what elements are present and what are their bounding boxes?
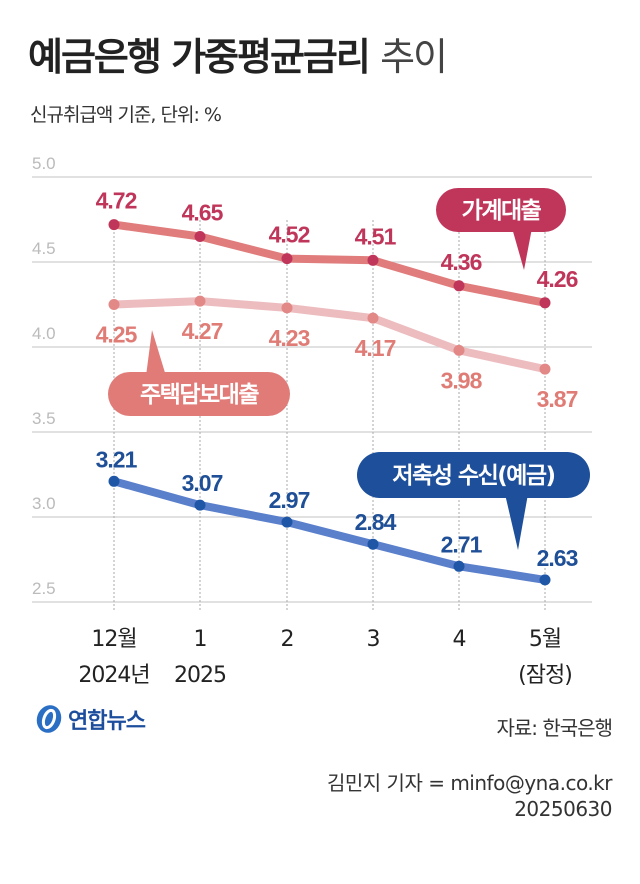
- data-point: [367, 312, 379, 324]
- data-label: 4.23: [269, 325, 310, 351]
- data-label: 3.87: [537, 386, 578, 412]
- data-label: 4.17: [355, 335, 396, 361]
- data-label: 4.27: [182, 318, 223, 344]
- callout-household-loan-label: 가계대출: [462, 198, 542, 224]
- data-point: [539, 574, 551, 586]
- x-tick-sublabel: 2024년: [78, 663, 149, 688]
- data-point: [281, 253, 293, 265]
- callout-savings-deposit-label: 저축성 수신(예금): [392, 463, 554, 489]
- data-label: 2.63: [537, 545, 578, 571]
- data-point: [194, 231, 206, 242]
- y-tick-label: 3.0: [32, 494, 56, 513]
- data-label: 4.65: [182, 200, 224, 226]
- y-tick-label: 3.5: [32, 409, 56, 428]
- line-chart: 5.0 4.5 4.0 3.5 3.0 2.5 12월 2024년 1 2025 2 3 4 5월 (잠정)…: [32, 154, 592, 688]
- data-point: [367, 538, 379, 550]
- callout-mortgage-loan-pointer: [146, 330, 166, 376]
- data-point: [108, 219, 120, 231]
- data-label: 2.97: [269, 487, 310, 513]
- data-label: 3.98: [441, 367, 483, 393]
- data-point: [108, 475, 120, 487]
- y-tick-label: 4.0: [32, 324, 56, 343]
- data-point: [281, 302, 293, 314]
- yonhap-logo-icon: [36, 705, 62, 733]
- callout-savings-deposit: [357, 452, 590, 498]
- chart-title: 예금은행 가중평균금리 추이: [28, 26, 448, 81]
- data-label: 2.71: [441, 531, 483, 557]
- data-label: 3.07: [182, 470, 223, 496]
- data-point: [453, 344, 465, 356]
- logo-text: 연합뉴스: [68, 709, 146, 734]
- x-tick-label: 12월: [91, 627, 136, 652]
- data-point: [194, 499, 206, 511]
- data-point: [194, 295, 206, 307]
- callout-household-loan: [436, 188, 566, 232]
- credit: 김민지 기자 = minfo@yna.co.kr 20250630: [327, 770, 613, 822]
- yonhap-logo: 연합뉴스: [34, 703, 146, 735]
- data-label: 4.51: [355, 223, 397, 249]
- x-tick-label: 4: [453, 627, 466, 652]
- data-label: 4.52: [269, 222, 310, 248]
- x-tick-sublabel: (잠정): [518, 663, 572, 688]
- y-tick-label: 4.5: [32, 239, 56, 258]
- x-tick-label: 5월: [529, 627, 561, 652]
- callout-mortgage-loan-label: 주택담보대출: [140, 382, 259, 408]
- data-label: 4.26: [537, 266, 578, 292]
- x-tick-label: 2: [281, 627, 294, 652]
- x-tick-label: 3: [367, 627, 380, 652]
- callout-savings-deposit-pointer: [505, 494, 528, 550]
- data-label: 4.72: [96, 188, 137, 214]
- callout-mortgage-loan: [108, 372, 290, 416]
- publish-date: 20250630: [514, 797, 612, 821]
- data-label: 2.84: [355, 509, 397, 535]
- x-tick-label: 1: [194, 627, 207, 652]
- data-label: 4.25: [96, 322, 138, 348]
- y-tick-label: 5.0: [32, 154, 56, 173]
- data-point: [367, 254, 379, 266]
- data-point: [453, 280, 465, 292]
- title-main: 예금은행 가중평균금리: [28, 35, 371, 79]
- series-line: [110, 297, 549, 374]
- chart-subtitle: 신규취급액 기준, 단위: %: [30, 104, 222, 126]
- data-point: [539, 363, 551, 375]
- title-suffix: 추이: [380, 35, 448, 79]
- reporter-credit: 김민지 기자 = minfo@yna.co.kr: [327, 771, 613, 795]
- data-point: [453, 560, 465, 572]
- data-label: 4.36: [441, 249, 482, 275]
- series-line: [110, 477, 549, 584]
- x-tick-sublabel: 2025: [174, 663, 226, 688]
- y-tick-label: 2.5: [32, 579, 56, 598]
- data-point: [539, 297, 551, 309]
- source-note: 자료: 한국은행: [496, 716, 613, 740]
- series-line: [110, 220, 549, 307]
- data-label: 3.21: [96, 446, 138, 472]
- callout-household-loan-pointer: [512, 228, 532, 270]
- data-point: [281, 516, 293, 528]
- data-point: [108, 299, 120, 310]
